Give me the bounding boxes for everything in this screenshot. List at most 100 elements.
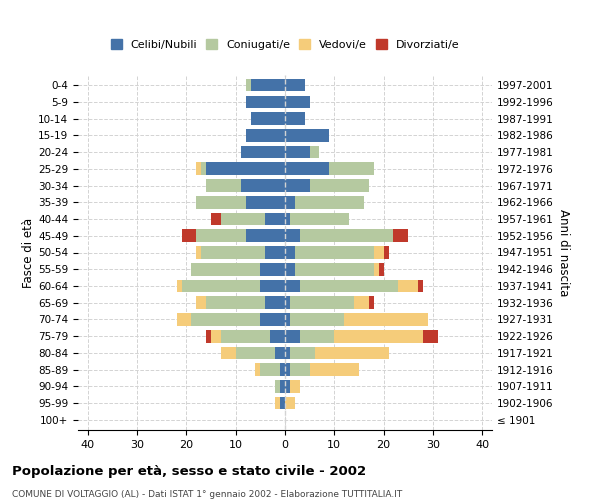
Bar [201,246,265,259]
Bar [300,230,394,242]
Bar [196,162,201,175]
Bar [344,313,428,326]
Bar [300,280,398,292]
Bar [196,230,245,242]
Bar [176,280,182,292]
Bar [245,230,285,242]
Bar [295,196,364,208]
Bar [221,330,270,342]
Bar [245,79,251,92]
Bar [285,346,290,360]
Bar [285,313,290,326]
Bar [295,263,374,276]
Bar [285,146,310,158]
Bar [285,162,329,175]
Bar [285,263,295,276]
Bar [245,96,285,108]
Bar [418,280,423,292]
Bar [191,313,260,326]
Bar [260,280,285,292]
Bar [300,330,334,342]
Bar [182,280,260,292]
Bar [206,330,211,342]
Bar [265,246,285,259]
Bar [290,212,349,226]
Text: Popolazione per età, sesso e stato civile - 2002: Popolazione per età, sesso e stato civil… [12,465,366,478]
Y-axis label: Anni di nascita: Anni di nascita [557,209,570,296]
Bar [379,263,383,276]
Bar [251,112,285,125]
Bar [280,397,285,409]
Bar [196,246,201,259]
Bar [374,263,379,276]
Bar [256,364,260,376]
Bar [394,230,408,242]
Bar [260,263,285,276]
Bar [285,212,290,226]
Bar [206,296,265,309]
Bar [329,162,374,175]
Bar [176,313,191,326]
Bar [265,296,285,309]
Bar [260,364,280,376]
Bar [310,364,359,376]
Bar [251,79,285,92]
Bar [285,246,295,259]
Bar [211,330,221,342]
Bar [280,380,285,392]
Bar [369,296,374,309]
Text: COMUNE DI VOLTAGGIO (AL) - Dati ISTAT 1° gennaio 2002 - Elaborazione TUTTITALIA.: COMUNE DI VOLTAGGIO (AL) - Dati ISTAT 1°… [12,490,402,499]
Bar [285,129,329,141]
Bar [290,346,314,360]
Bar [275,346,285,360]
Bar [245,196,285,208]
Bar [280,364,285,376]
Bar [354,296,369,309]
Bar [245,129,285,141]
Bar [285,112,305,125]
Bar [290,380,300,392]
Bar [241,146,285,158]
Bar [285,96,310,108]
Bar [285,280,300,292]
Bar [285,364,290,376]
Bar [211,212,221,226]
Bar [265,212,285,226]
Bar [196,196,245,208]
Bar [275,380,280,392]
Legend: Celibi/Nubili, Coniugati/e, Vedovi/e, Divorziati/e: Celibi/Nubili, Coniugati/e, Vedovi/e, Di… [106,34,464,54]
Bar [314,346,389,360]
Bar [201,162,206,175]
Bar [270,330,285,342]
Bar [423,330,438,342]
Bar [398,280,418,292]
Bar [285,230,300,242]
Bar [206,162,285,175]
Bar [260,313,285,326]
Bar [191,263,260,276]
Bar [236,346,275,360]
Bar [310,146,319,158]
Bar [285,179,310,192]
Bar [285,196,295,208]
Bar [285,79,305,92]
Bar [383,246,389,259]
Bar [221,346,236,360]
Bar [241,179,285,192]
Bar [196,296,206,309]
Bar [310,179,369,192]
Bar [290,364,310,376]
Bar [295,246,374,259]
Bar [290,313,344,326]
Bar [374,246,383,259]
Bar [221,212,265,226]
Bar [285,330,300,342]
Bar [182,230,196,242]
Bar [275,397,280,409]
Bar [285,380,290,392]
Bar [290,296,354,309]
Bar [206,179,241,192]
Bar [285,397,295,409]
Bar [285,296,290,309]
Bar [334,330,423,342]
